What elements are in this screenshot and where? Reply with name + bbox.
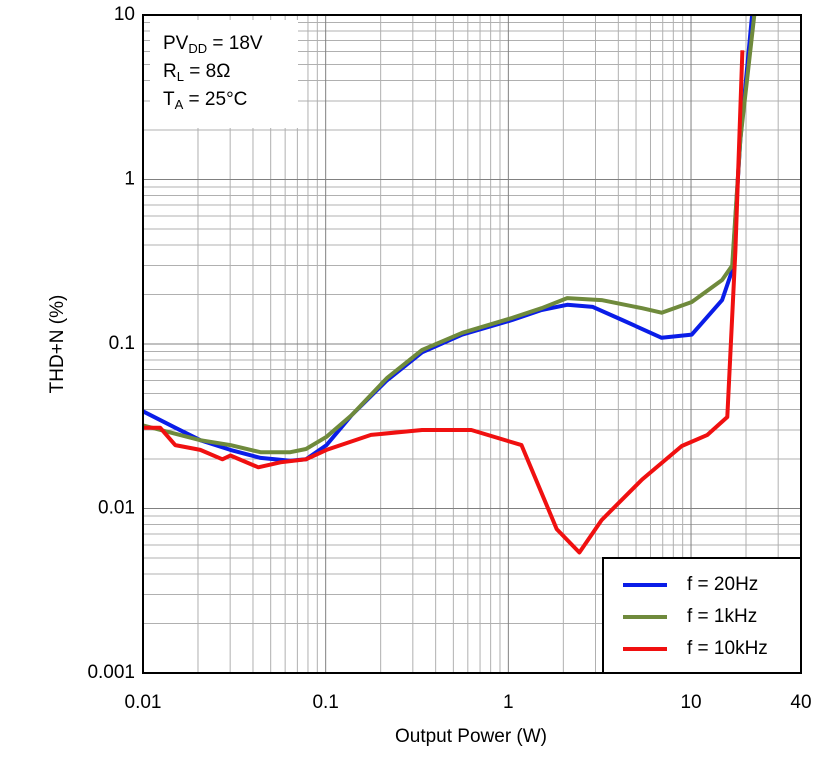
- x-tick-label: 0.01: [125, 692, 162, 713]
- series-line: [142, 14, 757, 455]
- x-tick-label: 1: [503, 692, 514, 713]
- annotation: PVDD = 18V: [163, 33, 263, 56]
- x-tick-label: 0.1: [312, 692, 338, 713]
- legend-label: f = 10kHz: [687, 638, 768, 659]
- y-axis-label: THD+N (%): [47, 295, 68, 394]
- y-tick-label: 0.001: [87, 662, 135, 683]
- y-tick-label: 1: [124, 169, 135, 190]
- x-axis-label: Output Power (W): [395, 726, 547, 747]
- x-tick-label: 40: [790, 692, 811, 713]
- annotation-text: PV: [163, 33, 189, 54]
- annotation-subscript: L: [177, 69, 184, 84]
- annotation-text: = 18V: [207, 33, 263, 54]
- x-tick-label: 10: [680, 692, 701, 713]
- plot-frame: [142, 14, 802, 674]
- annotation-text: R: [163, 61, 177, 82]
- y-tick-label: 0.1: [109, 333, 135, 354]
- legend-label: f = 20Hz: [687, 574, 758, 595]
- y-tick-label: 0.01: [98, 498, 135, 519]
- y-tick-label: 10: [114, 4, 135, 25]
- legend: f = 20Hz f = 1kHz f = 10kHz: [602, 557, 802, 674]
- annotation-text: = 8Ω: [184, 61, 230, 82]
- annotations: PVDD = 18V RL = 8Ω TA = 25°C: [163, 33, 263, 112]
- annotation-text: T: [163, 89, 175, 110]
- annotation: RL = 8Ω: [163, 61, 230, 84]
- annotation-text: = 25°C: [183, 89, 247, 110]
- legend-label: f = 1kHz: [687, 606, 757, 627]
- series-line: [143, 50, 745, 555]
- plot-lines: [142, 14, 757, 555]
- annotation-subscript: DD: [188, 41, 207, 56]
- annotation-box: [150, 20, 298, 128]
- annotation: TA = 25°C: [163, 89, 247, 112]
- annotation-subscript: A: [175, 97, 184, 112]
